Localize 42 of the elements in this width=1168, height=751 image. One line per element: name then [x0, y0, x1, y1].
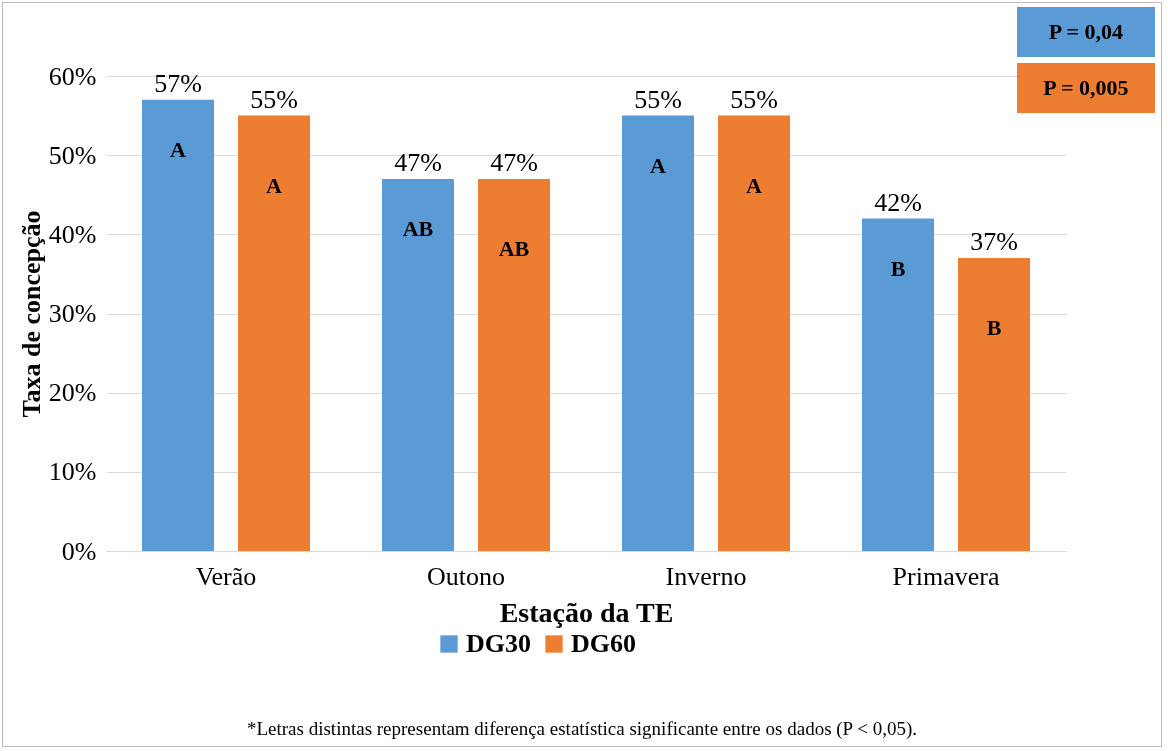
annotation: A — [746, 172, 763, 198]
y-tick-label: 20% — [48, 378, 97, 408]
annotation: B — [890, 255, 906, 281]
bar — [142, 99, 214, 551]
text: P = 0,04 — [1017, 7, 1155, 57]
annotation: A — [266, 172, 283, 198]
bar — [478, 178, 550, 551]
y-tick-label: 0% — [61, 536, 97, 566]
x-tick-label: Primavera — [892, 561, 1000, 591]
legend-label: DG60 — [571, 629, 636, 658]
annotation: AB — [402, 215, 434, 241]
bar — [958, 258, 1030, 551]
bar — [862, 218, 934, 551]
data-label: 57% — [154, 68, 202, 98]
data-label: 42% — [874, 187, 922, 217]
y-tick-label: 30% — [48, 299, 97, 328]
annotation: AB — [498, 235, 530, 261]
y-tick-label: 10% — [48, 457, 97, 487]
x-axis-title: Estação da TE — [499, 596, 674, 628]
y-tick-label: 60% — [48, 61, 97, 91]
annotation: P = 0,005 — [1017, 63, 1155, 113]
data-label: 47% — [394, 147, 442, 177]
bar — [382, 178, 454, 551]
data-label: 37% — [970, 227, 1018, 257]
bar — [622, 115, 694, 551]
data-label: 55% — [730, 84, 778, 114]
x-tick-label: Outono — [427, 561, 505, 591]
y-tick-label: 40% — [48, 219, 97, 249]
y-axis-title: Taxa de concepção — [16, 210, 46, 418]
x-tick-label: Verão — [195, 561, 257, 591]
annotation: B — [986, 315, 1002, 341]
data-label: 55% — [634, 84, 682, 114]
bar — [718, 115, 790, 551]
data-label: 47% — [490, 147, 538, 177]
data-label: 55% — [250, 84, 298, 114]
text: *Letras distintas representam diferença estatística significante entre os dados (P < 0,05). — [245, 718, 918, 740]
legend-label: DG30 — [466, 629, 531, 658]
x-tick-label: Inverno — [665, 561, 747, 591]
bar — [238, 115, 310, 551]
y-tick-label: 50% — [48, 140, 97, 170]
annotation: A — [170, 136, 187, 162]
annotation: A — [650, 152, 667, 178]
